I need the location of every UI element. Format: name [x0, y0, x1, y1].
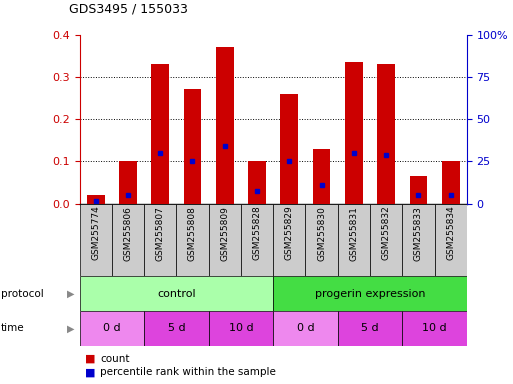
- Bar: [281, 94, 298, 204]
- Text: GSM255774: GSM255774: [91, 206, 100, 260]
- Bar: [377, 64, 395, 204]
- Bar: [313, 149, 330, 204]
- Bar: [305, 204, 338, 276]
- Bar: [273, 311, 338, 346]
- Text: protocol: protocol: [1, 289, 44, 299]
- Text: GSM255809: GSM255809: [220, 206, 229, 261]
- Text: GSM255832: GSM255832: [382, 206, 390, 260]
- Bar: [338, 311, 402, 346]
- Bar: [442, 161, 460, 204]
- Text: GDS3495 / 155033: GDS3495 / 155033: [69, 2, 188, 15]
- Bar: [402, 204, 435, 276]
- Bar: [87, 195, 105, 204]
- Text: 5 d: 5 d: [168, 323, 185, 333]
- Bar: [209, 204, 241, 276]
- Text: time: time: [1, 323, 25, 333]
- Text: count: count: [100, 354, 130, 364]
- Bar: [248, 161, 266, 204]
- Text: progerin expression: progerin expression: [315, 289, 425, 299]
- Bar: [273, 204, 305, 276]
- Bar: [241, 204, 273, 276]
- Bar: [80, 276, 273, 311]
- Text: GSM255830: GSM255830: [317, 206, 326, 261]
- Text: percentile rank within the sample: percentile rank within the sample: [100, 367, 276, 377]
- Bar: [80, 311, 144, 346]
- Bar: [216, 47, 233, 204]
- Text: 0 d: 0 d: [103, 323, 121, 333]
- Text: GSM255833: GSM255833: [414, 206, 423, 261]
- Text: GSM255828: GSM255828: [252, 206, 262, 260]
- Bar: [435, 204, 467, 276]
- Bar: [144, 204, 176, 276]
- Bar: [209, 311, 273, 346]
- Text: GSM255834: GSM255834: [446, 206, 455, 260]
- Bar: [184, 89, 202, 204]
- Text: ▶: ▶: [67, 289, 74, 299]
- Text: 10 d: 10 d: [229, 323, 253, 333]
- Text: GSM255806: GSM255806: [124, 206, 132, 261]
- Bar: [112, 204, 144, 276]
- Text: ■: ■: [85, 354, 95, 364]
- Bar: [119, 161, 137, 204]
- Text: GSM255807: GSM255807: [156, 206, 165, 261]
- Text: ■: ■: [85, 367, 95, 377]
- Bar: [273, 276, 467, 311]
- Bar: [370, 204, 402, 276]
- Text: 10 d: 10 d: [422, 323, 447, 333]
- Bar: [409, 176, 427, 204]
- Text: GSM255808: GSM255808: [188, 206, 197, 261]
- Text: ▶: ▶: [67, 323, 74, 333]
- Bar: [80, 204, 112, 276]
- Text: GSM255829: GSM255829: [285, 206, 294, 260]
- Bar: [402, 311, 467, 346]
- Bar: [151, 64, 169, 204]
- Text: GSM255831: GSM255831: [349, 206, 359, 261]
- Text: control: control: [157, 289, 195, 299]
- Bar: [144, 311, 209, 346]
- Bar: [176, 204, 209, 276]
- Text: 0 d: 0 d: [297, 323, 314, 333]
- Text: 5 d: 5 d: [361, 323, 379, 333]
- Bar: [338, 204, 370, 276]
- Bar: [345, 62, 363, 204]
